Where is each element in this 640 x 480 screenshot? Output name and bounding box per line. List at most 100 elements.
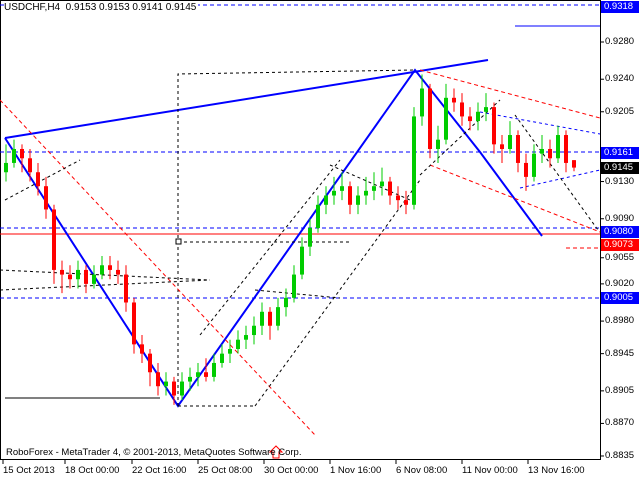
candle-body: [548, 148, 552, 159]
y-tick-label: 0.9130: [605, 175, 635, 187]
candle-body: [508, 135, 512, 149]
candle: [156, 362, 160, 396]
candle: [484, 93, 488, 122]
candle-body: [372, 186, 376, 191]
channel-line: [199, 159, 341, 336]
red-channel-3: [429, 164, 601, 233]
candle-body: [380, 181, 384, 187]
candle: [332, 176, 336, 205]
candle-body: [188, 376, 192, 382]
candle-body: [540, 148, 544, 154]
candle: [532, 144, 536, 182]
candle: [52, 204, 56, 284]
candle-body: [300, 246, 304, 275]
candle-body: [340, 186, 344, 191]
candle-body: [52, 209, 56, 270]
candle: [324, 186, 328, 215]
candle-body: [484, 107, 488, 112]
candle: [548, 139, 552, 168]
y-tick-label: 0.9205: [605, 105, 635, 117]
candle: [420, 74, 424, 126]
candle-body: [436, 139, 440, 149]
shift-arrow-icon[interactable]: [268, 445, 284, 459]
candle-body: [108, 265, 112, 270]
candle: [516, 130, 520, 173]
candle: [540, 135, 544, 163]
candle-body: [4, 162, 8, 173]
candle-body: [284, 297, 288, 308]
candle: [180, 372, 184, 401]
candle-body: [28, 158, 32, 173]
candle: [340, 172, 344, 201]
candle: [556, 125, 560, 163]
triangle-line: [0, 269, 211, 281]
triangle-line: [254, 289, 341, 299]
candle-body: [124, 274, 128, 303]
candle-body: [148, 353, 152, 373]
candle-body: [220, 353, 224, 363]
y-axis: [600, 41, 604, 457]
candle: [436, 125, 440, 163]
candle: [260, 302, 264, 336]
candle-body: [164, 381, 168, 387]
candle-body: [260, 311, 264, 326]
x-tick-label: 30 Oct 00:00: [264, 465, 319, 476]
candle-body: [236, 339, 240, 349]
candle: [148, 348, 152, 387]
candle-body: [116, 269, 120, 275]
candle-body: [20, 148, 24, 159]
candle-body: [460, 102, 464, 117]
chart-frame: [0, 0, 601, 460]
red-channel-2: [419, 69, 601, 119]
candle-body: [316, 204, 320, 229]
y-tick-label: 0.8945: [605, 347, 635, 359]
candle: [116, 260, 120, 284]
candle-body: [228, 348, 232, 354]
candle: [36, 162, 40, 196]
x-tick-label: 22 Oct 16:00: [132, 465, 187, 476]
x-tick-label: 11 Nov 00:00: [462, 465, 518, 476]
candle-body: [428, 88, 432, 149]
y-tick-label: 0.9240: [605, 73, 635, 85]
y-tick-label: 0.8870: [605, 417, 635, 429]
candle-body: [196, 372, 200, 377]
y-tick-label: 0.9020: [605, 277, 635, 289]
candle-body: [44, 186, 48, 210]
candle-body: [500, 144, 504, 149]
candle-body: [476, 111, 480, 122]
candle-body: [204, 372, 208, 377]
candle: [460, 93, 464, 126]
candle: [20, 144, 24, 173]
candle: [212, 353, 216, 382]
candle: [404, 190, 408, 215]
candle: [196, 362, 200, 387]
candle: [468, 107, 472, 131]
candle: [252, 316, 256, 345]
candle-body: [156, 372, 160, 387]
price-label-level: 0.9161: [601, 146, 639, 159]
triangle-line: [4, 159, 81, 201]
x-tick-label: 13 Nov 16:00: [528, 465, 585, 476]
candle: [356, 186, 360, 215]
upper-trendline: [4, 59, 489, 139]
candle-body: [76, 269, 80, 280]
candle-body: [276, 307, 280, 326]
candle-body: [356, 195, 360, 205]
triangle-line: [329, 164, 411, 201]
candle-body: [84, 269, 88, 284]
candle-body: [564, 135, 568, 163]
candle: [364, 176, 368, 205]
y-tick-label: 0.8835: [605, 449, 635, 461]
candle: [348, 181, 352, 215]
candle: [12, 139, 16, 168]
candle-body: [572, 160, 576, 168]
price-label-level: 0.9318: [601, 0, 639, 13]
x-axis: [2, 460, 529, 464]
candle-body: [140, 344, 144, 354]
candle: [524, 153, 528, 191]
time-marker: [175, 238, 182, 245]
candle: [380, 167, 384, 196]
candle-body: [212, 362, 216, 377]
candle: [444, 83, 448, 145]
